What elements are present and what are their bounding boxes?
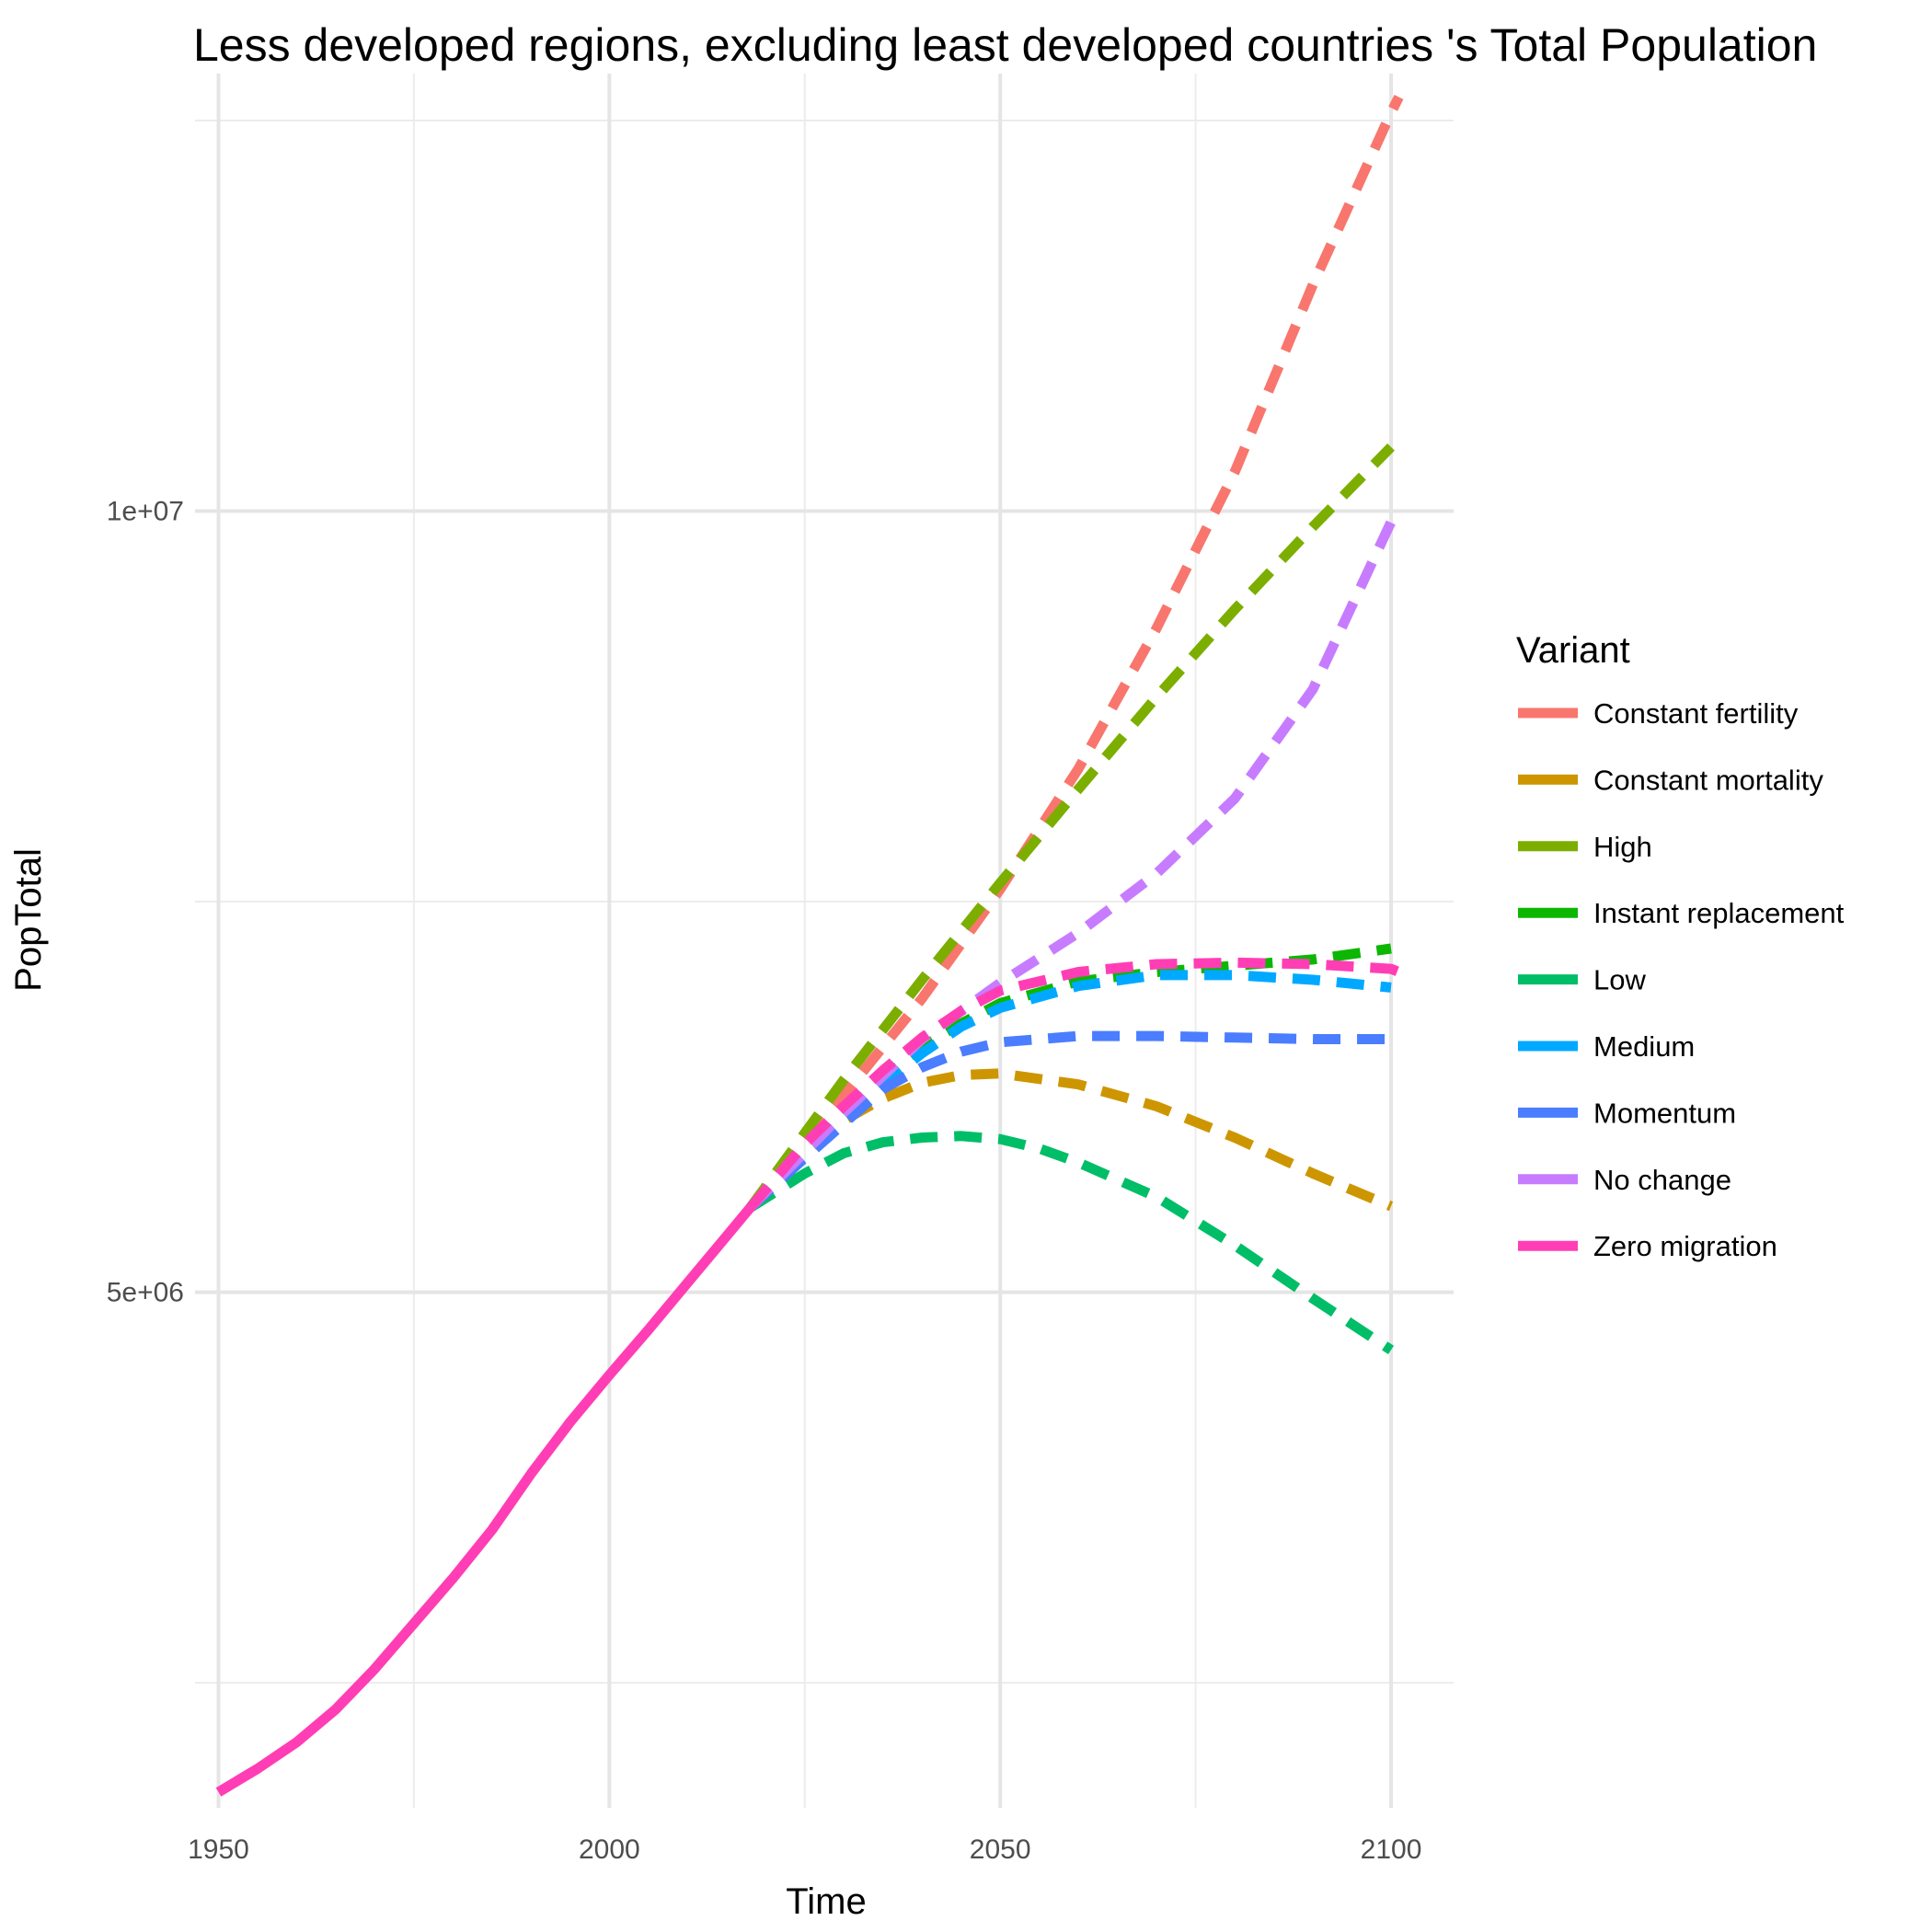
- legend-label: Momentum: [1593, 1097, 1736, 1129]
- legend-label: Constant fertility: [1593, 697, 1799, 730]
- x-tick-label: 1950: [188, 1834, 249, 1865]
- legend-label: Medium: [1593, 1030, 1695, 1063]
- y-tick-label: 5e+06: [107, 1278, 184, 1308]
- series-line-constant-fertility: [746, 95, 1404, 1212]
- legend-items: Constant fertility Constant mortality High…: [1518, 697, 1845, 1262]
- legend-label: No change: [1593, 1164, 1731, 1196]
- series-layer: [215, 95, 1404, 1797]
- y-axis-title: PopTotal: [8, 848, 49, 992]
- grid: [195, 74, 1454, 1808]
- x-tick-label: 2050: [970, 1834, 1031, 1865]
- axis-ticks: 1950 2000 2050 2100 5e+06 1e+07: [107, 496, 1422, 1865]
- x-axis-title: Time: [786, 1881, 866, 1922]
- x-tick-label: 2000: [579, 1834, 640, 1865]
- legend-label: Constant mortality: [1593, 764, 1823, 796]
- series-line-constant-mortality: [746, 1068, 1394, 1212]
- series-line-momentum: [746, 1030, 1391, 1212]
- series-line-no-change: [746, 520, 1396, 1212]
- series-line-historical: [215, 1204, 754, 1797]
- x-tick-label: 2100: [1361, 1834, 1422, 1865]
- legend: Variant Constant fertility Constant morta…: [1516, 630, 1845, 1262]
- legend-label: Zero migration: [1593, 1230, 1777, 1262]
- legend-label: High: [1593, 831, 1652, 863]
- chart-title: Less developed regions, excluding least …: [193, 19, 1817, 71]
- series-line-low: [747, 1131, 1395, 1354]
- legend-label: Instant replacement: [1593, 897, 1845, 929]
- y-tick-label: 1e+07: [107, 496, 184, 526]
- legend-title: Variant: [1516, 630, 1630, 671]
- series-line-high: [745, 443, 1395, 1212]
- series-line-instant-replacement: [746, 943, 1392, 1212]
- series-line-zero-migration: [746, 957, 1401, 1212]
- legend-label: Low: [1593, 964, 1646, 996]
